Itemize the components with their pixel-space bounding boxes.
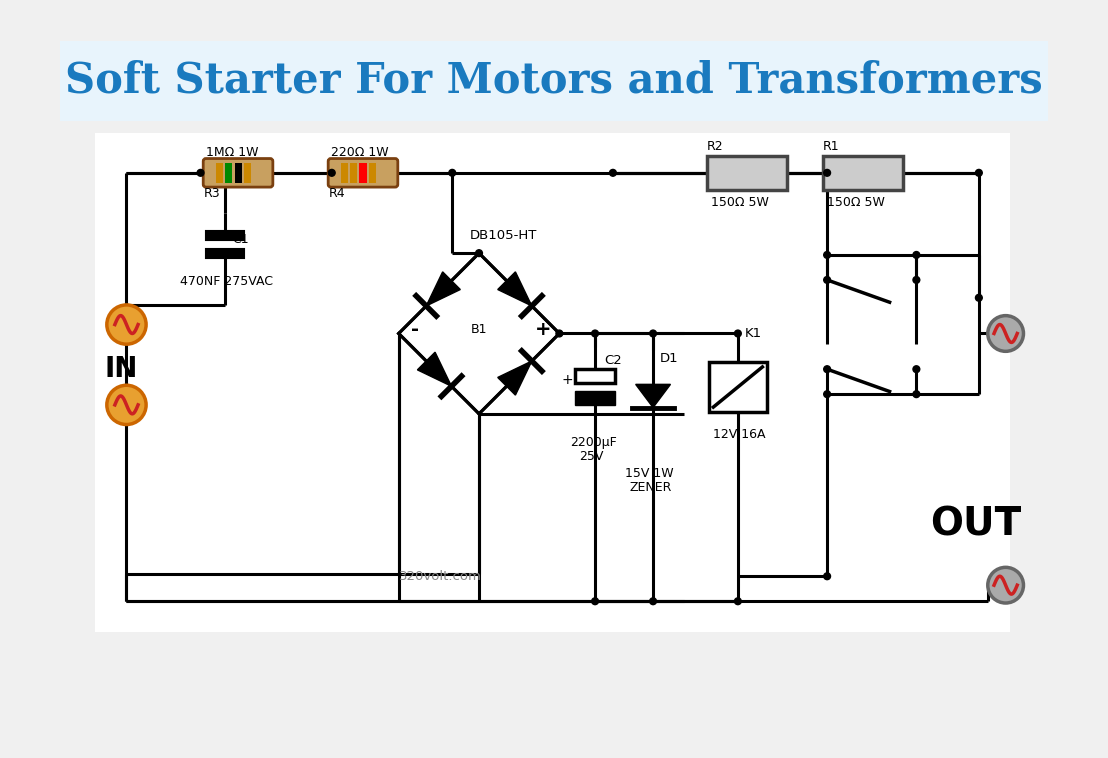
Text: OUT: OUT: [930, 506, 1020, 543]
Text: +: +: [561, 373, 573, 387]
FancyBboxPatch shape: [328, 158, 398, 187]
Circle shape: [475, 249, 482, 256]
Circle shape: [913, 391, 920, 397]
Text: 1MΩ 1W: 1MΩ 1W: [206, 146, 258, 158]
Text: -: -: [411, 320, 419, 339]
Text: 470NF 275VAC: 470NF 275VAC: [179, 275, 273, 289]
Circle shape: [735, 598, 741, 605]
Text: C1: C1: [232, 233, 248, 246]
Circle shape: [609, 170, 616, 176]
Polygon shape: [497, 272, 532, 306]
Circle shape: [735, 330, 741, 337]
Bar: [822, 156, 903, 190]
Text: K1: K1: [745, 327, 762, 340]
Circle shape: [823, 391, 831, 397]
Bar: [350, 163, 357, 183]
Text: 15V 1W: 15V 1W: [625, 468, 674, 481]
Bar: [225, 163, 233, 183]
Text: R1: R1: [822, 140, 839, 153]
Text: Soft Starter For Motors and Transformers: Soft Starter For Motors and Transformers: [65, 60, 1043, 102]
Text: IN: IN: [104, 356, 137, 384]
Circle shape: [913, 277, 920, 283]
Bar: [235, 163, 242, 183]
Text: R3: R3: [204, 187, 220, 200]
Circle shape: [106, 305, 146, 344]
Text: ZENER: ZENER: [629, 481, 673, 493]
Circle shape: [449, 170, 455, 176]
Circle shape: [975, 294, 983, 301]
Bar: [575, 369, 615, 384]
Bar: [341, 163, 348, 183]
Text: 220Ω 1W: 220Ω 1W: [331, 146, 389, 158]
Circle shape: [556, 330, 563, 337]
Bar: [244, 163, 250, 183]
Circle shape: [328, 170, 335, 176]
Bar: [95, 133, 1010, 632]
Text: 25V: 25V: [579, 449, 604, 462]
Circle shape: [649, 598, 656, 605]
Text: DB105-HT: DB105-HT: [470, 230, 537, 243]
Circle shape: [823, 252, 831, 258]
Circle shape: [592, 598, 598, 605]
Text: 320volt.com: 320volt.com: [399, 570, 482, 584]
Bar: [369, 163, 376, 183]
Bar: [707, 156, 787, 190]
Polygon shape: [427, 272, 460, 306]
FancyBboxPatch shape: [203, 158, 273, 187]
Text: R4: R4: [329, 187, 346, 200]
Polygon shape: [497, 361, 532, 395]
Bar: [575, 390, 615, 405]
Polygon shape: [636, 384, 670, 408]
Circle shape: [913, 252, 920, 258]
Circle shape: [823, 573, 831, 580]
Bar: [359, 163, 367, 183]
Text: D1: D1: [660, 352, 679, 365]
Text: +: +: [535, 320, 552, 339]
Text: 2200µF: 2200µF: [570, 436, 617, 449]
Text: ~: ~: [496, 280, 512, 298]
Text: 12V 16A: 12V 16A: [712, 428, 766, 440]
Text: ~: ~: [496, 369, 512, 387]
Circle shape: [823, 277, 831, 283]
Circle shape: [975, 170, 983, 176]
Circle shape: [987, 567, 1024, 603]
Circle shape: [987, 315, 1024, 351]
Circle shape: [823, 366, 831, 373]
Bar: [60, 41, 1048, 121]
Text: R2: R2: [707, 140, 724, 153]
Text: 150Ω 5W: 150Ω 5W: [711, 196, 769, 209]
Circle shape: [823, 170, 831, 176]
Text: B1: B1: [471, 322, 488, 336]
Circle shape: [197, 170, 204, 176]
Text: C2: C2: [604, 355, 622, 368]
Circle shape: [649, 330, 656, 337]
Bar: [216, 163, 223, 183]
Circle shape: [913, 366, 920, 373]
Circle shape: [592, 330, 598, 337]
Bar: [709, 362, 767, 412]
Circle shape: [106, 385, 146, 424]
Polygon shape: [418, 352, 451, 387]
Text: 150Ω 5W: 150Ω 5W: [827, 196, 885, 209]
